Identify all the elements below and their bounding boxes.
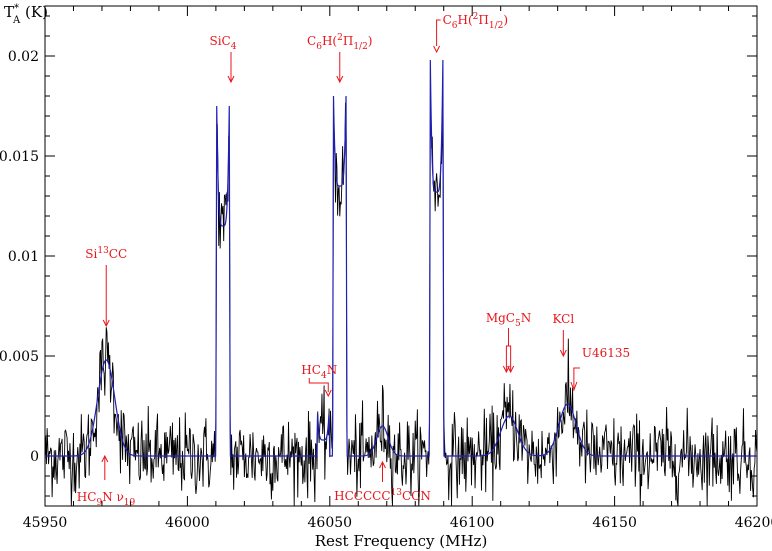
observed-spectrum-line [44, 94, 758, 507]
x-tick-label: 45950 [23, 515, 68, 531]
x-tick-label: 46050 [308, 515, 353, 531]
annotation-hc4n: HC4N [301, 363, 337, 398]
x-tick-label: 46100 [450, 515, 495, 531]
annotation-label: C6H(2Π1/2) [307, 33, 372, 52]
annotation-label: Si13CC [85, 246, 127, 261]
y-tick-label: 0.005 [0, 349, 39, 365]
annotation-label: MgC5N [486, 311, 531, 329]
axis-ticks [44, 6, 758, 506]
annotation-label: SiC4 [210, 34, 237, 52]
annotation-sic4: SiC4 [210, 34, 237, 84]
annotation-hc9n-v19: HC9N ν19 [77, 454, 136, 508]
annotation-label: HC9N ν19 [77, 490, 136, 508]
annotation-kcl: KCl [553, 312, 575, 358]
y-tick-label: 0.015 [0, 149, 39, 165]
annotation-mgc5n: MgC5N [486, 311, 531, 374]
annotation-si13cc: Si13CC [85, 246, 127, 328]
annotation-u46135: U46135 [570, 346, 630, 392]
x-tick-label: 46000 [165, 515, 210, 531]
annotation-c6h-b: C6H(2Π1/2) [433, 12, 508, 54]
annotation-label: KCl [553, 312, 575, 326]
y-tick-label: 0 [30, 449, 39, 465]
x-axis-label: Rest Frequency (MHz) [315, 532, 488, 550]
annotation-label: HCCCCC13CCN [334, 488, 431, 503]
annotation-label: U46135 [582, 346, 630, 360]
line-annotations: Si13CC SiC4 C6H(2Π1/2) C6H(2Π1/2) HC4N MgC5N K… [77, 12, 630, 508]
annotation-hccccc13ccn: HCCCCC13CCN [334, 460, 431, 503]
y-tick-label: 0.01 [8, 249, 39, 265]
annotation-label: C6H(2Π1/2) [443, 12, 508, 31]
y-axis-label: T* A (K) [4, 3, 48, 26]
annotation-label: HC4N [301, 363, 337, 381]
y-tick-label: 0.02 [8, 49, 39, 65]
plot-frame [44, 5, 758, 507]
annotation-c6h-a: C6H(2Π1/2) [307, 33, 372, 84]
x-tick-label: 46150 [592, 515, 637, 531]
model-fit-line [45, 59, 757, 457]
